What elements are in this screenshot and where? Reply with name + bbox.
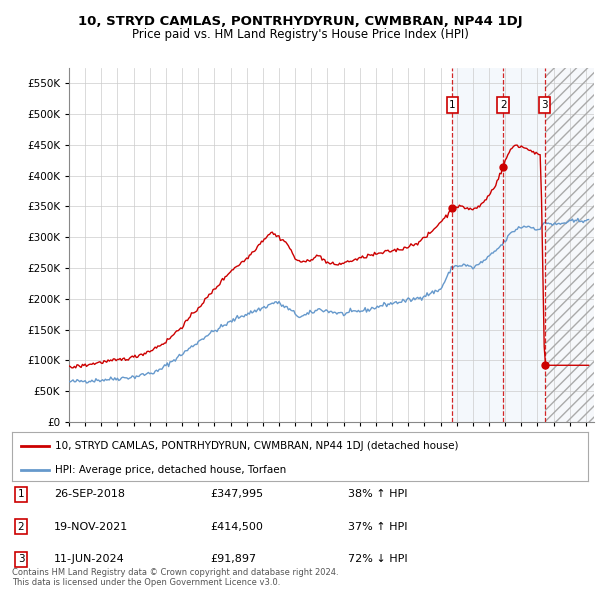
- Text: HPI: Average price, detached house, Torfaen: HPI: Average price, detached house, Torf…: [55, 465, 286, 475]
- Text: 1: 1: [17, 490, 25, 499]
- Text: 38% ↑ HPI: 38% ↑ HPI: [348, 490, 407, 499]
- Text: 19-NOV-2021: 19-NOV-2021: [54, 522, 128, 532]
- Bar: [545, 68, 594, 422]
- Text: 26-SEP-2018: 26-SEP-2018: [54, 490, 125, 499]
- Text: £414,500: £414,500: [210, 522, 263, 532]
- Text: 11-JUN-2024: 11-JUN-2024: [54, 555, 125, 564]
- Text: 10, STRYD CAMLAS, PONTRHYDYRUN, CWMBRAN, NP44 1DJ (detached house): 10, STRYD CAMLAS, PONTRHYDYRUN, CWMBRAN,…: [55, 441, 459, 451]
- Bar: [545, 68, 594, 422]
- Text: 37% ↑ HPI: 37% ↑ HPI: [348, 522, 407, 532]
- Text: £91,897: £91,897: [210, 555, 256, 564]
- Text: 1: 1: [449, 100, 456, 110]
- Text: 10, STRYD CAMLAS, PONTRHYDYRUN, CWMBRAN, NP44 1DJ: 10, STRYD CAMLAS, PONTRHYDYRUN, CWMBRAN,…: [77, 15, 523, 28]
- Text: 2: 2: [500, 100, 506, 110]
- Bar: [452, 68, 545, 422]
- Text: Contains HM Land Registry data © Crown copyright and database right 2024.
This d: Contains HM Land Registry data © Crown c…: [12, 568, 338, 587]
- Text: 3: 3: [17, 555, 25, 564]
- Text: Price paid vs. HM Land Registry's House Price Index (HPI): Price paid vs. HM Land Registry's House …: [131, 28, 469, 41]
- Text: £347,995: £347,995: [210, 490, 263, 499]
- Text: 72% ↓ HPI: 72% ↓ HPI: [348, 555, 407, 564]
- Text: 2: 2: [17, 522, 25, 532]
- Text: 3: 3: [541, 100, 548, 110]
